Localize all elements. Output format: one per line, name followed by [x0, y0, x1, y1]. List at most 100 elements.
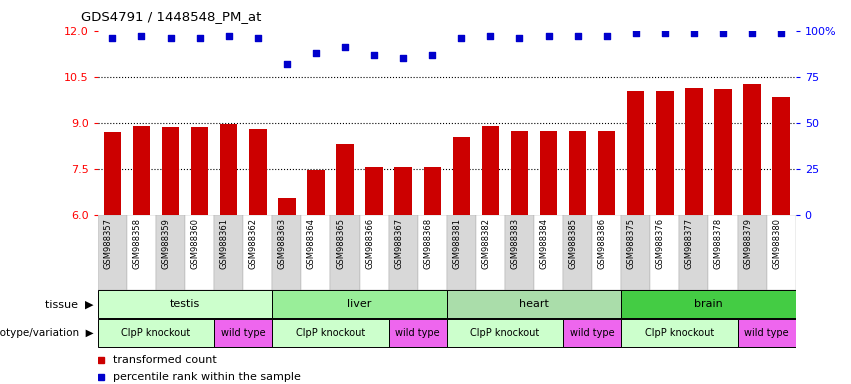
Text: testis: testis	[170, 299, 200, 310]
Point	[571, 33, 585, 39]
Point	[134, 33, 148, 39]
Bar	[621, 215, 650, 290]
Bar	[272, 291, 447, 318]
Text: ClpP knockout: ClpP knockout	[645, 328, 714, 338]
Point	[222, 33, 236, 39]
Point	[280, 61, 294, 67]
Bar	[685, 88, 703, 215]
Bar	[214, 319, 272, 347]
Bar	[220, 124, 237, 215]
Bar	[627, 91, 644, 215]
Point	[658, 30, 671, 36]
Point	[309, 50, 323, 56]
Text: GSM988382: GSM988382	[482, 218, 490, 269]
Text: GSM988361: GSM988361	[220, 218, 229, 269]
Bar	[365, 167, 383, 215]
Point	[397, 55, 410, 61]
Point	[338, 44, 351, 50]
Text: percentile rank within the sample: percentile rank within the sample	[113, 372, 301, 382]
Point	[600, 33, 614, 39]
Text: genotype/variation  ▶: genotype/variation ▶	[0, 328, 94, 338]
Text: GSM988365: GSM988365	[336, 218, 345, 269]
Text: tissue  ▶: tissue ▶	[45, 299, 94, 310]
Bar	[540, 131, 557, 215]
Point	[251, 35, 265, 41]
Text: GSM988362: GSM988362	[248, 218, 258, 269]
Text: GSM988381: GSM988381	[453, 218, 461, 269]
Point	[368, 51, 381, 58]
Text: brain: brain	[694, 299, 722, 310]
Bar	[214, 215, 243, 290]
Text: wild type: wild type	[396, 328, 440, 338]
Bar	[186, 215, 214, 290]
Bar	[359, 215, 389, 290]
Bar	[447, 215, 476, 290]
Bar	[447, 291, 621, 318]
Bar	[568, 131, 586, 215]
Bar	[389, 215, 418, 290]
Bar	[424, 167, 441, 215]
Bar	[301, 215, 330, 290]
Text: GSM988358: GSM988358	[133, 218, 141, 269]
Bar	[563, 215, 592, 290]
Bar	[738, 215, 767, 290]
Text: wild type: wild type	[570, 328, 614, 338]
Bar	[476, 215, 505, 290]
Bar	[133, 126, 151, 215]
Text: GSM988363: GSM988363	[278, 218, 287, 269]
Text: GSM988360: GSM988360	[191, 218, 200, 269]
Bar	[162, 127, 180, 215]
Text: GSM988366: GSM988366	[365, 218, 374, 269]
Bar	[389, 319, 447, 347]
Point	[687, 30, 700, 36]
Point	[193, 35, 207, 41]
Text: GSM988367: GSM988367	[394, 218, 403, 269]
Bar	[156, 215, 186, 290]
Bar	[272, 319, 389, 347]
Point	[629, 30, 643, 36]
Point	[483, 33, 497, 39]
Text: ClpP knockout: ClpP knockout	[122, 328, 191, 338]
Text: GSM988359: GSM988359	[162, 218, 170, 269]
Point	[512, 35, 526, 41]
Bar	[656, 91, 674, 215]
Bar	[621, 291, 796, 318]
Point	[106, 35, 119, 41]
Bar	[773, 97, 790, 215]
Bar	[650, 215, 679, 290]
Bar	[453, 137, 470, 215]
Bar	[679, 215, 708, 290]
Point	[454, 35, 468, 41]
Bar	[104, 132, 121, 215]
Text: GSM988376: GSM988376	[656, 218, 665, 269]
Text: GSM988368: GSM988368	[423, 218, 432, 269]
Bar	[191, 127, 208, 215]
Text: transformed count: transformed count	[113, 355, 217, 365]
Text: GSM988377: GSM988377	[685, 218, 694, 269]
Bar	[307, 170, 325, 215]
Bar	[505, 215, 534, 290]
Text: GSM988379: GSM988379	[743, 218, 752, 269]
Text: wild type: wild type	[221, 328, 266, 338]
Text: GSM988385: GSM988385	[568, 218, 578, 269]
Bar	[592, 215, 621, 290]
Text: GSM988375: GSM988375	[627, 218, 636, 269]
Text: GSM988384: GSM988384	[540, 218, 549, 269]
Text: GSM988386: GSM988386	[597, 218, 607, 269]
Bar	[534, 215, 563, 290]
Bar	[418, 215, 447, 290]
Text: liver: liver	[347, 299, 372, 310]
Text: GSM988383: GSM988383	[511, 218, 519, 269]
Bar	[98, 319, 214, 347]
Point	[774, 30, 788, 36]
Bar	[127, 215, 156, 290]
Bar	[709, 215, 738, 290]
Text: heart: heart	[519, 299, 549, 310]
Bar	[511, 131, 528, 215]
Text: GSM988357: GSM988357	[104, 218, 112, 269]
Bar	[744, 84, 761, 215]
Point	[163, 35, 177, 41]
Text: ClpP knockout: ClpP knockout	[296, 328, 365, 338]
Point	[745, 30, 759, 36]
Point	[542, 33, 556, 39]
